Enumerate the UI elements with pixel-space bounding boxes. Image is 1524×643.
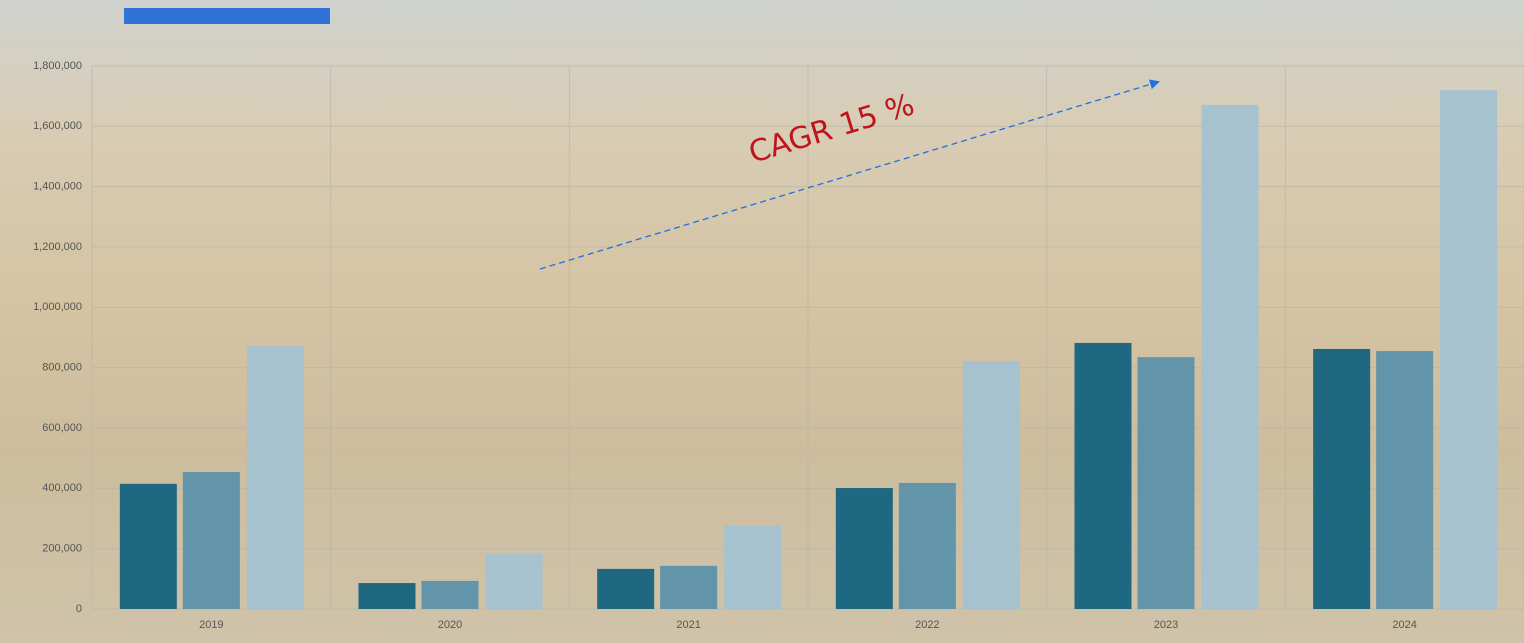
bar xyxy=(1440,90,1497,609)
bar xyxy=(1138,357,1195,609)
bar xyxy=(1202,105,1259,609)
bar xyxy=(247,346,304,609)
bar xyxy=(1075,343,1132,609)
x-tick-label: 2020 xyxy=(438,619,462,631)
y-tick-label: 0 xyxy=(76,603,82,615)
bar xyxy=(963,361,1020,609)
y-tick-label: 400,000 xyxy=(42,482,82,494)
bar xyxy=(899,483,956,609)
bar xyxy=(724,525,781,609)
x-tick-label: 2023 xyxy=(1154,619,1178,631)
bar xyxy=(422,581,479,609)
bar xyxy=(1376,351,1433,609)
y-tick-label: 200,000 xyxy=(42,543,82,555)
bar xyxy=(359,583,416,609)
header-bar xyxy=(124,8,330,24)
bar xyxy=(597,569,654,609)
y-tick-label: 1,800,000 xyxy=(33,60,82,72)
x-tick-label: 2024 xyxy=(1392,619,1416,631)
y-tick-label: 800,000 xyxy=(42,362,82,374)
y-tick-label: 1,400,000 xyxy=(33,181,82,193)
bar xyxy=(660,566,717,609)
y-tick-label: 1,200,000 xyxy=(33,241,82,253)
x-tick-label: 2022 xyxy=(915,619,939,631)
bar xyxy=(183,472,240,609)
bar xyxy=(486,554,543,609)
chart: 0 200,000 400,000 600,000 800,000 1,000,000 1,… xyxy=(0,0,1524,643)
annotation: CAGR 15 % xyxy=(745,87,919,170)
y-tick-label: 1,600,000 xyxy=(33,120,82,132)
bar xyxy=(836,488,893,609)
y-tick-label: 1,000,000 xyxy=(33,301,82,313)
x-tick-label: 2019 xyxy=(199,619,223,631)
bar xyxy=(1313,349,1370,609)
y-tick-label: 600,000 xyxy=(42,422,82,434)
bar xyxy=(120,484,177,609)
page: 0 200,000 400,000 600,000 800,000 1,000,000 1,… xyxy=(0,0,1524,643)
x-tick-label: 2021 xyxy=(676,619,700,631)
